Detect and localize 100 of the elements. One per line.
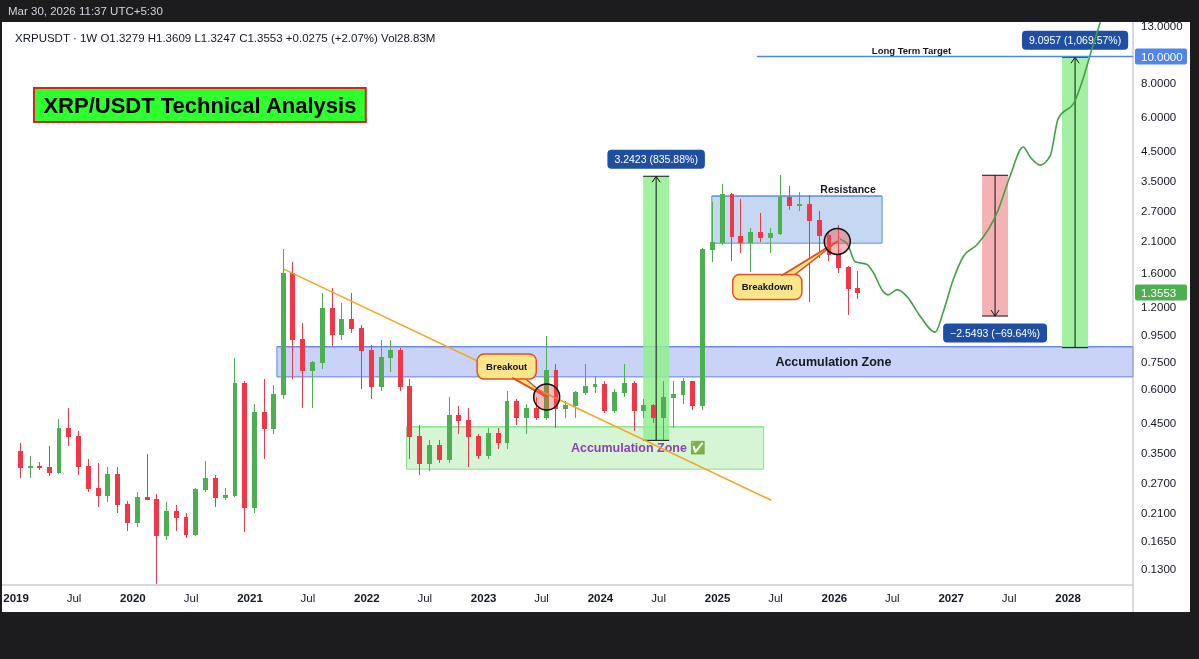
candlestick — [290, 261, 296, 380]
candlestick — [700, 247, 706, 411]
candlestick — [252, 403, 257, 514]
candlestick — [56, 418, 62, 475]
candlestick — [300, 322, 306, 409]
x-tick-label: Jul — [1001, 592, 1017, 604]
candlestick — [417, 424, 423, 476]
candlestick — [66, 407, 72, 447]
text: Mar 30, 2026 11:37 UTC+5:30 — [8, 5, 163, 17]
candlestick — [213, 474, 218, 508]
x-tick-label: Jul — [66, 592, 82, 604]
candlestick — [738, 198, 744, 254]
candlestick — [563, 400, 569, 419]
candlestick — [446, 396, 452, 464]
candlestick — [28, 455, 33, 479]
x-tick-label: Jul — [417, 592, 433, 604]
candlestick — [183, 512, 189, 539]
candlestick — [456, 405, 462, 435]
y-tick-label: 1.6000 — [1141, 267, 1177, 280]
candlestick — [524, 403, 529, 435]
candlestick — [436, 439, 442, 464]
candlestick — [612, 388, 618, 414]
x-tick-label: 2020 — [120, 592, 146, 604]
candlestick — [748, 227, 754, 273]
candlestick — [124, 500, 130, 532]
y-tick-label: 10.0000 — [1141, 50, 1183, 63]
candlestick — [426, 439, 432, 472]
y-tick-label: 0.7500 — [1141, 356, 1177, 369]
x-tick-label: 2021 — [237, 592, 264, 604]
text: 1.3553 — [1141, 286, 1177, 299]
candlestick — [270, 384, 276, 435]
candlestick — [222, 487, 228, 501]
candlestick — [495, 427, 501, 450]
candlestick — [806, 194, 812, 303]
candlestick — [309, 360, 315, 409]
x-tick-label: 2028 — [1055, 592, 1082, 604]
candlestick — [134, 491, 140, 528]
candlestick — [758, 212, 763, 243]
y-tick-label: 13.0000 — [1141, 19, 1183, 32]
text: XRPUSDT · 1W O1.3279 H1.3609 L1.3247 C1.3553 +0.0275 (+2.07%) Vol28.83M — [15, 32, 436, 44]
x-tick-label: 2027 — [938, 592, 965, 604]
y-tick-label: 0.2100 — [1141, 506, 1177, 519]
candlestick — [397, 347, 403, 392]
candlestick — [261, 378, 267, 460]
candlestick — [485, 427, 491, 460]
candlestick — [242, 380, 248, 533]
candlestick — [407, 378, 413, 460]
candlestick — [105, 466, 111, 503]
candlestick — [115, 466, 121, 514]
x-tick-label: 2019 — [3, 592, 29, 604]
annotation: Breakout — [486, 361, 529, 372]
candlestick — [767, 227, 773, 254]
candlestick — [164, 501, 169, 541]
candlestick — [319, 292, 325, 370]
y-tick-label: 0.1300 — [1141, 563, 1177, 576]
candlestick — [621, 363, 627, 398]
x-tick-label: 2022 — [354, 592, 380, 604]
x-tick-label: Jul — [768, 592, 783, 604]
candlestick — [280, 248, 286, 400]
candlestick — [777, 174, 783, 236]
data-label: 9.0957 (1,069.57%) — [1028, 34, 1122, 47]
candlestick — [46, 445, 52, 477]
candlestick — [641, 398, 647, 419]
candlestick — [533, 396, 539, 421]
y-tick-label: 4.5000 — [1141, 144, 1177, 157]
annotation: Breakdown — [741, 281, 794, 293]
candlestick — [154, 493, 160, 585]
candlestick — [232, 357, 238, 498]
y-tick-label: 0.1650 — [1141, 535, 1177, 548]
candlestick — [466, 407, 472, 468]
candlestick — [203, 460, 209, 493]
series-label: Accumulation Zone — [775, 354, 892, 369]
x-tick-label: 2026 — [821, 592, 848, 604]
candlestick — [36, 461, 42, 471]
x-tick-label: Jul — [884, 592, 900, 604]
candlestick — [349, 292, 355, 334]
candlestick — [670, 380, 676, 429]
x-tick-label: 2023 — [470, 592, 497, 604]
candlestick — [95, 462, 101, 508]
candlestick — [592, 375, 598, 394]
x-tick-label: 2025 — [704, 592, 731, 604]
candlestick — [729, 192, 735, 262]
x-tick-label: 2024 — [587, 592, 614, 604]
data-label: −2.5493 (−69.64%) — [950, 327, 1041, 340]
candlestick — [514, 398, 520, 426]
y-tick-label: 0.6000 — [1141, 382, 1177, 395]
x-tick-label: Jul — [300, 592, 316, 604]
series-label: Resistance — [820, 183, 876, 196]
data-label: 3.2423 (835.88%) — [614, 153, 698, 166]
series-label: Long Term Target — [871, 44, 953, 56]
candlestick — [173, 504, 179, 532]
candlestick — [602, 380, 608, 414]
x-tick-label: Jul — [183, 592, 199, 604]
candlestick — [573, 390, 578, 419]
candlestick — [543, 335, 549, 421]
candlestick — [553, 363, 559, 429]
candlestick — [76, 430, 81, 476]
candlestick — [719, 183, 725, 246]
y-tick-label: 0.3500 — [1141, 446, 1177, 459]
candlestick — [329, 287, 335, 347]
